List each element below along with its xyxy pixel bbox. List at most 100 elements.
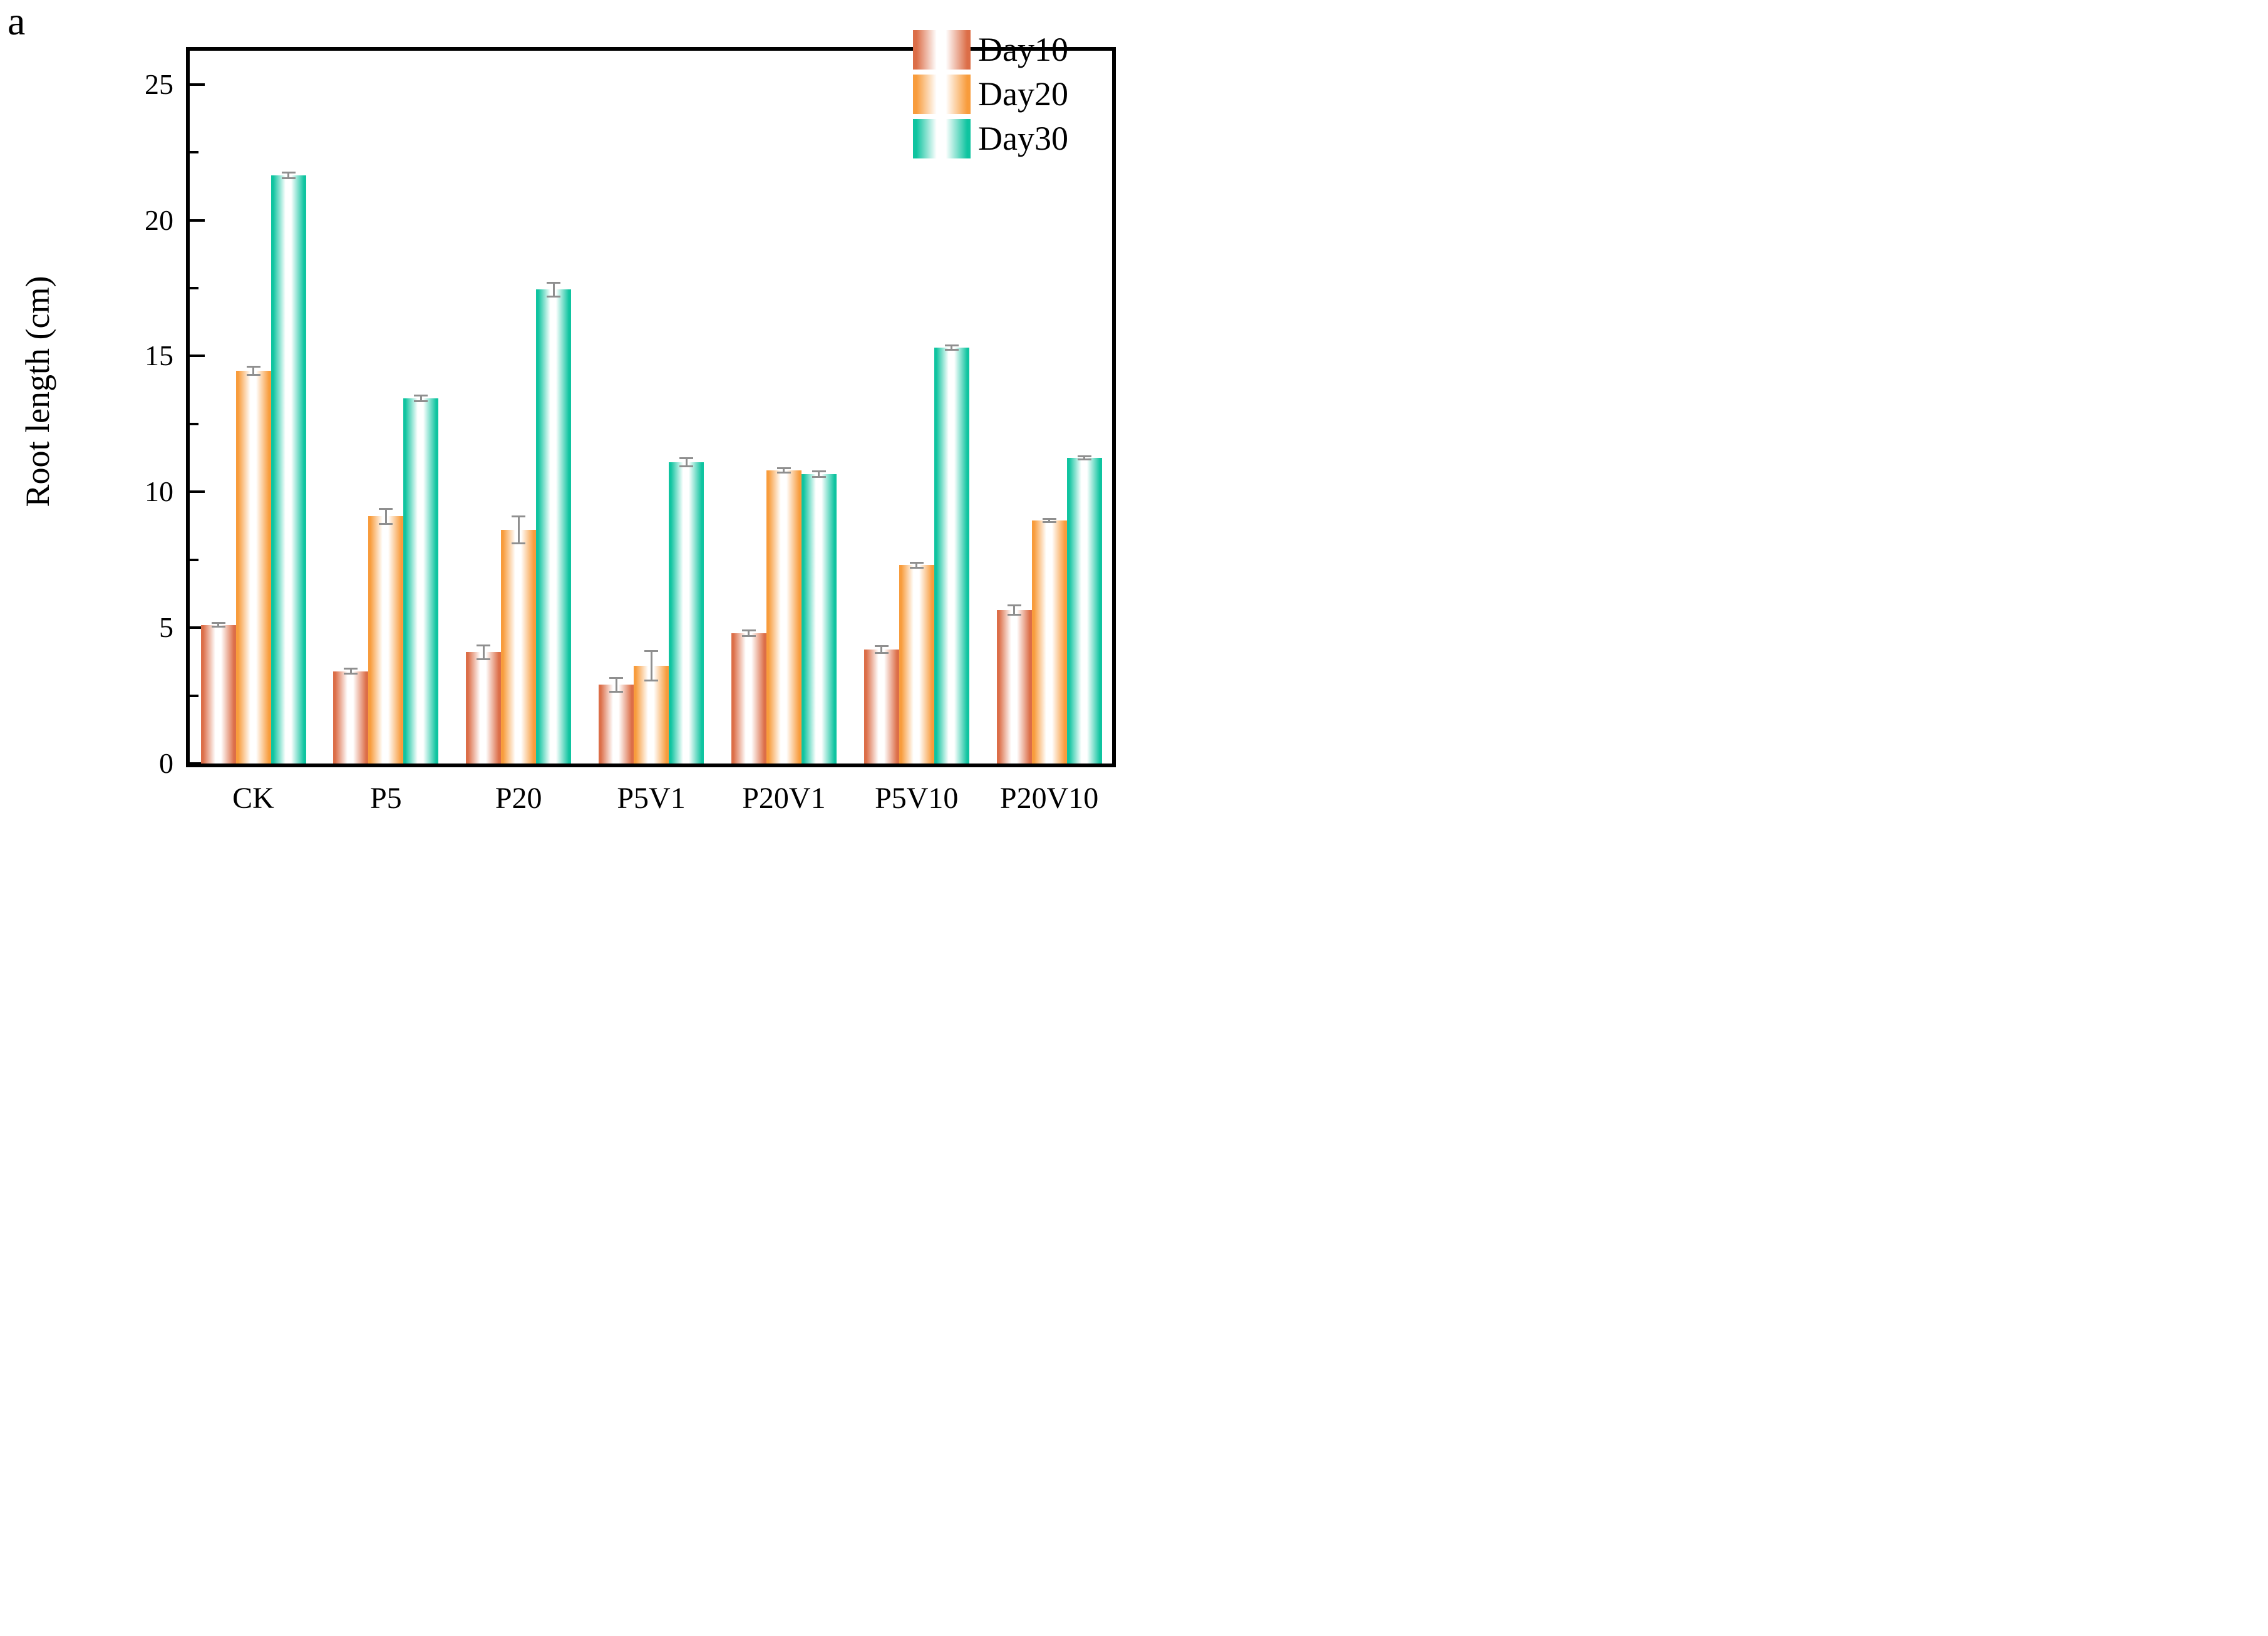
error-cap-bottom-P5-Day20 (379, 522, 393, 525)
error-cap-bottom-P5V1-Day30 (679, 465, 694, 467)
y-major-tick-0 (190, 762, 205, 765)
error-bar-P20V10-Day20 (1048, 519, 1051, 522)
error-bar-P5-Day10 (349, 668, 352, 674)
error-cap-top-P5V1-Day20 (644, 650, 659, 652)
bar-P5V1-Day10 (599, 685, 634, 764)
legend-label-Day20: Day20 (978, 75, 1068, 113)
x-tick-label-P20: P20 (495, 782, 542, 815)
bar-P20V10-Day20 (1031, 520, 1067, 764)
x-tick-label-P5: P5 (369, 782, 402, 815)
bar-P5-Day30 (403, 398, 439, 764)
error-cap-bottom-P5V1-Day20 (644, 680, 659, 682)
error-bar-P20-Day20 (517, 516, 520, 544)
error-bar-P5V10-Day30 (951, 345, 953, 350)
error-cap-top-P20-Day20 (512, 515, 526, 517)
bar-P20-Day30 (536, 289, 572, 764)
bar-P5V1-Day30 (669, 462, 704, 764)
panel-label: a (8, 0, 26, 43)
y-axis-title: Root length (cm) (19, 276, 56, 507)
y-tick-label-20: 20 (145, 204, 173, 236)
x-tick-label-P20V10: P20V10 (999, 782, 1099, 815)
legend-label-Day30: Day30 (978, 120, 1068, 157)
bar-P5V10-Day20 (899, 565, 934, 764)
bar-P5V10-Day10 (863, 649, 899, 764)
error-cap-top-P20V1-Day10 (741, 629, 756, 631)
bar-CK-Day30 (271, 175, 306, 764)
error-bar-P5V1-Day20 (650, 651, 652, 681)
bar-P20V1-Day10 (731, 633, 766, 764)
error-cap-top-P20-Day10 (477, 644, 491, 646)
bar-P20-Day20 (501, 530, 537, 764)
error-cap-top-P5-Day30 (414, 394, 428, 396)
error-bar-CK-Day20 (252, 366, 254, 375)
x-tick-label-CK: CK (232, 782, 274, 815)
legend-swatch-Day10 (913, 30, 971, 70)
y-minor-tick (190, 694, 198, 697)
error-bar-P20V10-Day10 (1013, 605, 1016, 615)
error-cap-top-P20V10-Day20 (1042, 517, 1056, 520)
error-bar-P5V10-Day10 (880, 646, 883, 653)
error-bar-P5V1-Day30 (685, 458, 688, 467)
error-bar-P20V1-Day20 (783, 468, 785, 473)
legend-row-Day20: Day20 (913, 75, 1068, 114)
error-cap-top-P20-Day30 (547, 281, 561, 284)
error-cap-top-CK-Day30 (281, 172, 296, 174)
error-cap-bottom-CK-Day10 (211, 626, 225, 628)
error-bar-P20-Day30 (552, 282, 555, 297)
error-cap-bottom-P20V1-Day20 (776, 471, 791, 474)
bar-P5-Day10 (333, 671, 369, 764)
error-cap-bottom-P5-Day10 (344, 673, 358, 675)
error-bar-P5-Day30 (420, 395, 422, 401)
bar-P20V10-Day30 (1066, 458, 1102, 764)
error-cap-top-P5V1-Day30 (679, 457, 694, 459)
y-minor-tick (190, 422, 198, 425)
bar-P20V10-Day10 (996, 609, 1032, 764)
error-cap-top-P20V10-Day30 (1077, 455, 1091, 458)
legend-row-Day30: Day30 (913, 119, 1068, 158)
y-tick-label-0: 0 (159, 747, 173, 779)
legend-swatch-Day30 (913, 119, 971, 158)
legend: Day10 Day20 Day30 (913, 30, 1068, 163)
bar-P5-Day20 (368, 516, 404, 764)
plot-area (186, 47, 1116, 767)
y-tick-label-25: 25 (145, 68, 173, 100)
error-cap-bottom-P5V10-Day20 (909, 567, 924, 569)
error-cap-bottom-P20V1-Day10 (741, 634, 756, 637)
error-cap-bottom-P5V10-Day10 (874, 651, 889, 654)
error-cap-bottom-P20V1-Day30 (812, 475, 826, 478)
error-cap-top-P20V10-Day10 (1007, 604, 1021, 606)
error-cap-top-P20V1-Day30 (812, 470, 826, 473)
y-major-tick-25 (190, 83, 205, 86)
y-minor-tick (190, 558, 198, 561)
error-cap-bottom-P20-Day20 (512, 542, 526, 545)
error-cap-bottom-P20V10-Day20 (1042, 520, 1056, 523)
error-cap-top-P20V1-Day20 (776, 467, 791, 469)
error-cap-top-P5V10-Day20 (909, 561, 924, 564)
y-major-tick-5 (190, 626, 205, 629)
bar-CK-Day20 (235, 371, 271, 764)
error-cap-top-CK-Day10 (211, 622, 225, 624)
legend-swatch-Day20 (913, 75, 971, 114)
error-bar-P20V1-Day30 (818, 471, 820, 477)
error-bar-P20-Day10 (482, 645, 485, 660)
legend-row-Day10: Day10 (913, 30, 1068, 70)
bar-P5V1-Day20 (634, 665, 669, 764)
y-major-tick-15 (190, 355, 205, 358)
error-cap-top-P5-Day20 (379, 508, 393, 510)
error-cap-top-P5V10-Day30 (944, 344, 959, 347)
error-bar-CK-Day10 (217, 623, 219, 627)
y-minor-tick (190, 151, 198, 154)
error-bar-P20V1-Day10 (748, 630, 750, 636)
y-major-tick-10 (190, 490, 205, 494)
bar-P20V1-Day30 (801, 474, 837, 764)
error-cap-top-P5V10-Day10 (874, 645, 889, 648)
figure-panel-a: a Root length (cm) 0 5 10 15 20 25 CK P5 P20 P5V… (0, 0, 1134, 818)
error-bar-P5-Day20 (384, 509, 387, 524)
error-bar-P5V1-Day10 (615, 678, 617, 692)
legend-label-Day10: Day10 (978, 31, 1068, 68)
error-bar-CK-Day30 (287, 172, 289, 179)
y-major-tick-20 (190, 219, 205, 222)
bar-P20-Day10 (466, 652, 502, 764)
error-cap-bottom-P5V1-Day10 (609, 690, 624, 693)
bar-P20V1-Day20 (766, 470, 802, 764)
